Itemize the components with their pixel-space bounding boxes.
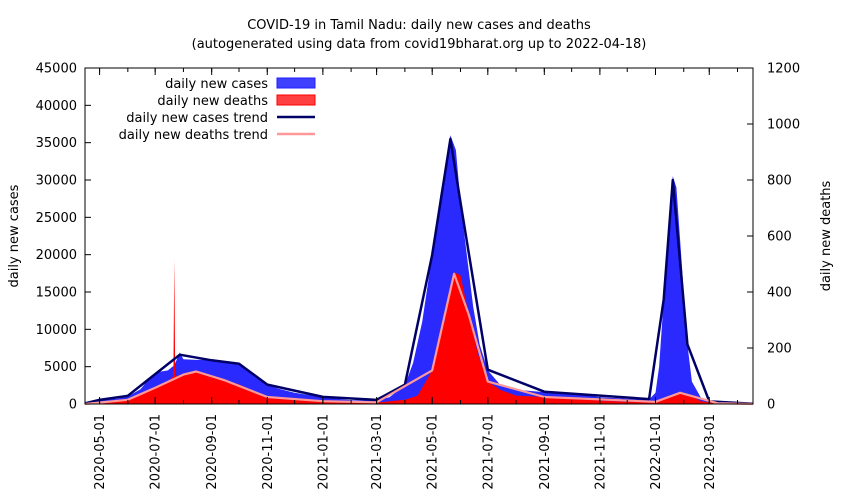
legend-label: daily new deaths bbox=[157, 94, 268, 109]
legend-swatch bbox=[276, 94, 316, 106]
series-area-0 bbox=[85, 135, 753, 404]
y-tick-label: 30000 bbox=[36, 174, 77, 189]
x-tick-label: 2020-05-01 bbox=[93, 414, 108, 490]
x-tick-label: 2021-03-01 bbox=[370, 414, 385, 490]
y-tick-label: 25000 bbox=[36, 211, 77, 226]
y-axis-label: daily new cases bbox=[7, 184, 22, 287]
x-tick-label: 2020-09-01 bbox=[205, 414, 220, 490]
legend-swatch bbox=[276, 77, 316, 89]
y-tick-label: 15000 bbox=[36, 286, 77, 301]
axes: 0500010000150002000025000300003500040000… bbox=[36, 62, 800, 490]
y-tick-label: 5000 bbox=[44, 360, 77, 375]
series-line-3 bbox=[84, 272, 754, 406]
y2-tick-label: 0 bbox=[767, 398, 775, 413]
y2-tick-label: 1200 bbox=[767, 62, 800, 77]
x-tick-label: 2022-01-01 bbox=[649, 414, 664, 490]
y2-axis-label: daily new deaths bbox=[819, 180, 834, 291]
x-tick-label: 2022-03-01 bbox=[703, 414, 718, 490]
y-tick-label: 10000 bbox=[36, 323, 77, 338]
y-tick-label: 40000 bbox=[36, 99, 77, 114]
legend: daily new cases daily new deaths daily new… bbox=[119, 77, 316, 143]
y2-tick-label: 600 bbox=[767, 230, 792, 245]
y2-tick-label: 200 bbox=[767, 342, 792, 357]
legend-label: daily new deaths trend bbox=[119, 128, 268, 143]
chart-subtitle: (autogenerated using data from covid19bh… bbox=[192, 37, 647, 52]
y-tick-label: 20000 bbox=[36, 248, 77, 263]
legend-label: daily new cases bbox=[165, 77, 268, 92]
y2-tick-label: 800 bbox=[767, 174, 792, 189]
x-tick-label: 2020-11-01 bbox=[261, 414, 276, 490]
x-tick-label: 2021-09-01 bbox=[538, 414, 553, 490]
x-tick-label: 2021-07-01 bbox=[481, 414, 496, 490]
y2-tick-label: 400 bbox=[767, 286, 792, 301]
x-tick-label: 2021-11-01 bbox=[593, 414, 608, 490]
x-tick-label: 2020-07-01 bbox=[149, 414, 164, 490]
series-line-2 bbox=[84, 137, 754, 405]
y2-tick-label: 1000 bbox=[767, 118, 800, 133]
legend-label: daily new cases trend bbox=[126, 111, 268, 126]
y-tick-label: 45000 bbox=[36, 62, 77, 77]
x-tick-label: 2021-01-01 bbox=[316, 414, 331, 490]
plot-series bbox=[84, 135, 754, 406]
x-tick-label: 2021-05-01 bbox=[426, 414, 441, 490]
y-tick-label: 0 bbox=[69, 398, 77, 413]
chart-title: COVID-19 in Tamil Nadu: daily new cases … bbox=[247, 18, 591, 33]
y-tick-label: 35000 bbox=[36, 136, 77, 151]
